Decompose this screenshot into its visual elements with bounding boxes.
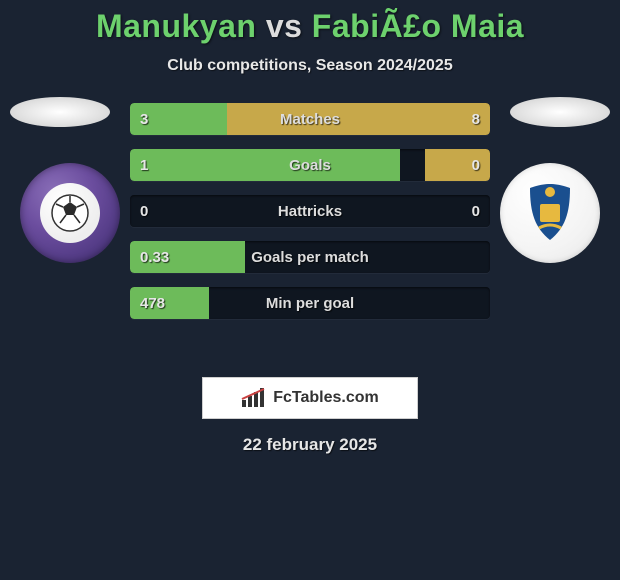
vs-separator: vs (266, 8, 303, 44)
stat-value-left: 3 (140, 103, 148, 135)
stat-label: Goals per match (130, 241, 490, 273)
stat-row: Hattricks0 0 (130, 195, 490, 227)
branding-box: FcTables.com (202, 377, 418, 419)
bar-chart-icon (241, 388, 267, 408)
stat-label: Goals (130, 149, 490, 181)
shield-icon (515, 178, 585, 248)
stat-row: Min per goal478 (130, 287, 490, 319)
soccer-ball-icon (50, 193, 90, 233)
stat-value-left: 0 (140, 195, 148, 227)
stat-row: Goals per match0.33 (130, 241, 490, 273)
player1-name: Manukyan (96, 8, 256, 44)
player1-club-badge (20, 163, 120, 263)
stat-label: Min per goal (130, 287, 490, 319)
date-label: 22 february 2025 (0, 435, 620, 455)
stat-row: Goals1 0 (130, 149, 490, 181)
stat-label: Matches (130, 103, 490, 135)
stat-value-right: 0 (472, 149, 480, 181)
comparison-title: Manukyan vs FabiÃ£o Maia (0, 0, 620, 45)
player1-photo-placeholder (10, 97, 110, 127)
stat-value-left: 478 (140, 287, 165, 319)
stat-value-left: 1 (140, 149, 148, 181)
stat-label: Hattricks (130, 195, 490, 227)
club-badge-inner (40, 183, 100, 243)
player2-name: FabiÃ£o Maia (312, 8, 524, 44)
stat-bars: Matches38Goals10Hattricks00Goals per mat… (130, 103, 490, 333)
stat-row: Matches3 8 (130, 103, 490, 135)
branding-text: FcTables.com (273, 389, 379, 407)
stat-value-left: 0.33 (140, 241, 169, 273)
comparison-panel: Matches38Goals10Hattricks00Goals per mat… (0, 103, 620, 363)
subtitle: Club competitions, Season 2024/2025 (0, 57, 620, 75)
player2-photo-placeholder (510, 97, 610, 127)
player2-club-badge (500, 163, 600, 263)
stat-value-right: 8 (472, 103, 480, 135)
stat-value-right: 0 (472, 195, 480, 227)
